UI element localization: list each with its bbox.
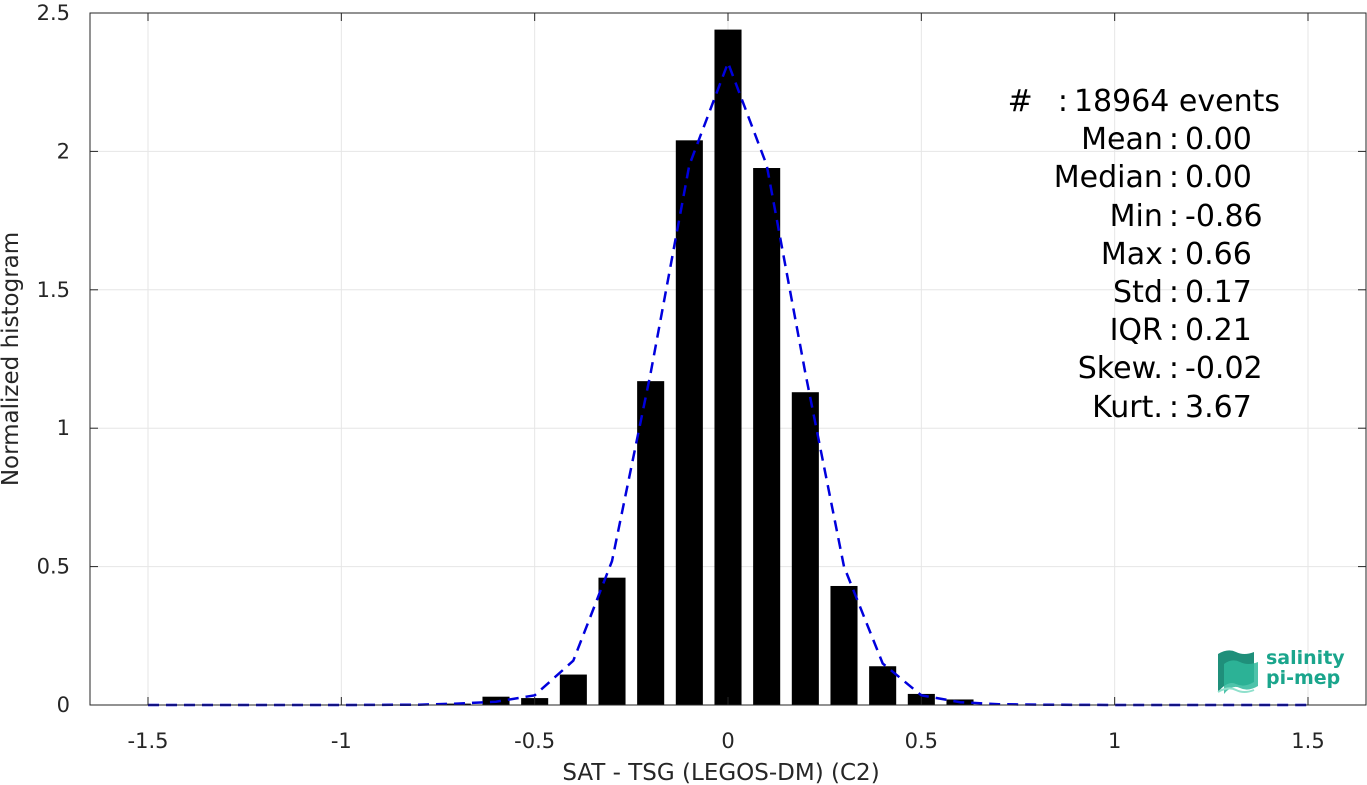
x-tick-label: 0.5 — [905, 729, 938, 753]
x-axis-label: SAT - TSG (LEGOS-DM) (C2) — [562, 760, 879, 785]
stat-separator: : — [1168, 160, 1179, 196]
stat-name: Median — [1053, 160, 1163, 196]
stat-separator: : — [1168, 122, 1179, 158]
y-axis-label: Normalized histogram — [0, 232, 24, 486]
y-tick-label: 1 — [57, 416, 70, 440]
stat-value: -0.02 — [1185, 351, 1263, 387]
y-tick-label: 0 — [57, 693, 70, 717]
logo-text: salinity pi-mep — [1266, 648, 1345, 688]
salinity-pi-mep-logo: salinity pi-mep — [1214, 646, 1345, 696]
stat-separator: : — [1168, 389, 1179, 425]
stat-value: 0.66 — [1185, 236, 1252, 272]
histogram-bar — [637, 381, 665, 705]
logo-line-salinity: salinity — [1266, 647, 1345, 669]
stat-separator: : — [1057, 84, 1068, 119]
x-tick-label: 0 — [721, 729, 734, 753]
stat-name: Kurt. — [1092, 389, 1163, 425]
logo-line-pimep: pi-mep — [1266, 667, 1341, 689]
stat-row-mean: Mean:0.00 — [940, 121, 1280, 159]
stat-separator: : — [1168, 236, 1179, 272]
stat-separator: : — [1168, 198, 1179, 234]
histogram-bar — [791, 392, 819, 705]
stat-value: 18964 events — [1073, 84, 1280, 119]
stat-row-median: Median:0.00 — [940, 159, 1280, 197]
stat-value: 0.21 — [1185, 313, 1252, 349]
fit-curve — [148, 59, 1308, 707]
statistics-box: # :18964 events Mean:0.00 Median:0.00 Mi… — [940, 83, 1280, 427]
stat-separator: : — [1168, 313, 1179, 349]
y-tick-label: 2 — [57, 139, 70, 163]
stat-name: Mean — [1081, 122, 1163, 158]
histogram-bars — [443, 29, 974, 706]
x-tick-label: -0.5 — [514, 729, 555, 753]
stat-name: Min — [1109, 198, 1163, 234]
stat-value: 3.67 — [1185, 389, 1252, 425]
stat-name: IQR — [1109, 313, 1163, 349]
x-tick-label: 1.5 — [1291, 729, 1324, 753]
stat-row-std: Std:0.17 — [940, 274, 1280, 312]
histogram-bar — [714, 29, 742, 706]
x-tick-label: -1 — [331, 729, 352, 753]
stat-row-min: Min: -0.86 — [940, 198, 1280, 236]
stat-value: 0.17 — [1185, 274, 1252, 310]
stat-row-kurt: Kurt.:3.67 — [940, 389, 1280, 427]
stat-separator: : — [1168, 274, 1179, 310]
stat-name: Skew. — [1077, 351, 1163, 387]
stat-row-skew: Skew.: -0.02 — [940, 350, 1280, 388]
histogram-bar — [598, 577, 626, 705]
stat-value: -0.86 — [1185, 198, 1263, 234]
y-tick-label: 2.5 — [37, 1, 70, 25]
histogram-bar — [753, 168, 781, 705]
stat-value: 0.00 — [1185, 122, 1252, 158]
stat-row-count: # :18964 events — [940, 83, 1280, 121]
stat-row-max: Max:0.66 — [940, 236, 1280, 274]
y-tick-label: 1.5 — [37, 278, 70, 302]
logo-wave-icon — [1217, 650, 1258, 694]
histogram-bar — [869, 666, 897, 705]
stat-name: # — [1007, 84, 1052, 119]
stat-separator: : — [1168, 351, 1179, 387]
x-tick-label: 1 — [1108, 729, 1121, 753]
histogram-bar — [830, 585, 858, 705]
stat-value: 0.00 — [1185, 160, 1252, 196]
x-tick-label: -1.5 — [128, 729, 169, 753]
axis-ticks: -1.5 -1 -0.5 0 0.5 1 1.5 0 0.5 1 1.5 2 2.5 — [37, 1, 1366, 753]
stat-name: Max — [1100, 236, 1163, 272]
histogram-bar — [675, 140, 703, 705]
histogram-bar — [559, 674, 587, 705]
y-tick-label: 0.5 — [37, 555, 70, 579]
stat-row-iqr: IQR:0.21 — [940, 312, 1280, 350]
stat-name: Std — [1113, 274, 1163, 310]
